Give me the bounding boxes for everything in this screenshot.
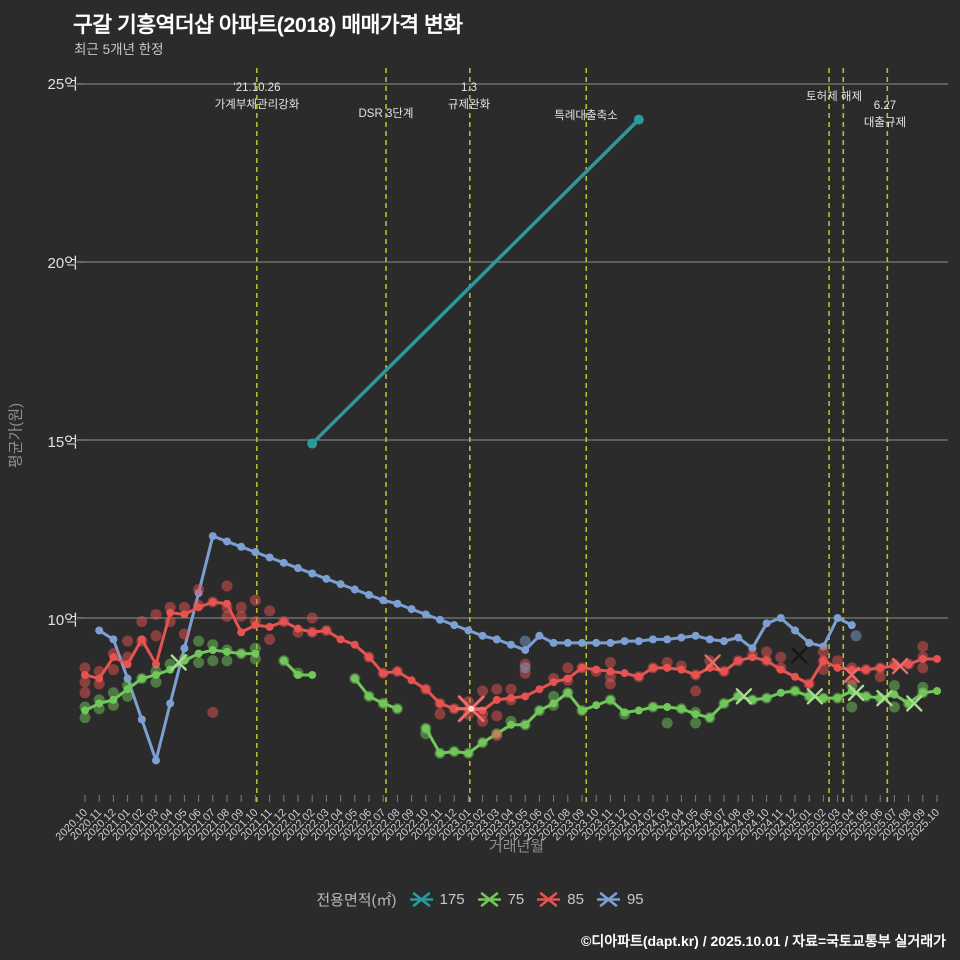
annotation-dsr-stage3: DSR 3단계 (358, 108, 414, 120)
y-tick-label-10: 10억 (47, 612, 79, 629)
series-marker-icon (596, 892, 620, 907)
footer-credit: ©디아파트(dapt.kr) / 2025.10.01 / 자료=국토교통부 실… (581, 933, 946, 949)
annotation-loan-regulation: 6.27 대출규제 (863, 100, 907, 129)
legend-item-95[interactable]: 95 (596, 891, 644, 908)
annotation-special-loan-cut: 특례대출축소 (554, 110, 618, 122)
y-axis-title: 평균가(원) (7, 402, 25, 469)
annotation-household-debt: '21.10.26 가계부채관리강화 (214, 82, 300, 111)
series-marker-icon (409, 892, 433, 907)
annotation-land-permit-lift: 토허제 해제 (805, 91, 863, 103)
legend-title: 전용면적(㎡) (316, 892, 397, 909)
x-axis-title: 거래년월 (488, 838, 545, 855)
series-marker-icon (537, 892, 561, 907)
series-marker-icon (477, 892, 501, 907)
legend-item-75[interactable]: 75 (477, 891, 524, 908)
y-tick-label-15: 15억 (47, 434, 79, 451)
legend-item-85[interactable]: 85 (537, 891, 584, 908)
y-tick-label-25: 25억 (47, 76, 79, 93)
page-subtitle: 최근 5개년 한정 (74, 42, 164, 57)
page-title: 구갈 기흥역더샵 아파트(2018) 매매가격 변화 (73, 13, 463, 37)
annotation-deregulation: 1.3 규제완화 (447, 82, 491, 111)
legend-item-175[interactable]: 175 (409, 891, 465, 908)
legend: 전용면적(㎡) 175 75 85 95 (0, 889, 960, 910)
price-chart: 2020.102020.112020.122021.012021.022021.… (54, 68, 948, 843)
y-tick-label-20: 20억 (47, 255, 79, 272)
